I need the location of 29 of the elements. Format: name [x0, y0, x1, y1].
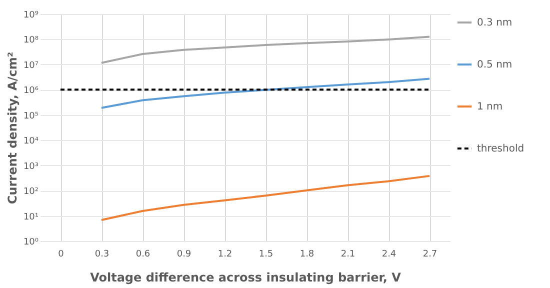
y-tick-label: 10⁵	[23, 111, 39, 122]
x-tick-label: 1.8	[300, 250, 314, 260]
y-axis-title: Current density, A/cm²	[5, 52, 20, 204]
line-series	[100, 78, 430, 109]
x-tick-label: 2.4	[382, 250, 396, 260]
x-tick-label: 0.3	[94, 250, 110, 260]
y-tick-label: 10³	[23, 162, 39, 172]
line-series	[100, 36, 430, 64]
x-tick-label: 2.7	[422, 250, 438, 260]
y-tick-label: 10⁸	[23, 36, 39, 46]
y-tick-label: 10⁰	[23, 238, 39, 248]
y-tick-label: 10⁷	[23, 60, 39, 71]
x-tick-label: 0	[58, 250, 64, 260]
y-tick-label: 10²	[23, 187, 39, 198]
x-tick-label: 0.6	[136, 250, 150, 260]
y-tick-label: 10¹	[23, 212, 39, 222]
x-tick-label: 2.1	[340, 250, 356, 260]
line-series	[100, 174, 430, 221]
legend-label: 0.3 nm	[477, 18, 512, 28]
y-tick-label: 10⁶	[23, 86, 39, 96]
legend-label: 1 nm	[477, 102, 503, 112]
x-tick-label: 1.2	[218, 250, 232, 260]
legend-label: 0.5 nm	[477, 60, 512, 70]
y-tick-label: 10⁹	[23, 10, 39, 20]
x-tick-label: 0.9	[176, 250, 192, 260]
x-axis-title: Voltage difference across insulating barrier, V	[90, 270, 402, 284]
legend-label: threshold	[477, 144, 524, 154]
x-tick-label: 1.5	[258, 250, 274, 260]
y-tick-label: 10⁴	[23, 136, 39, 147]
